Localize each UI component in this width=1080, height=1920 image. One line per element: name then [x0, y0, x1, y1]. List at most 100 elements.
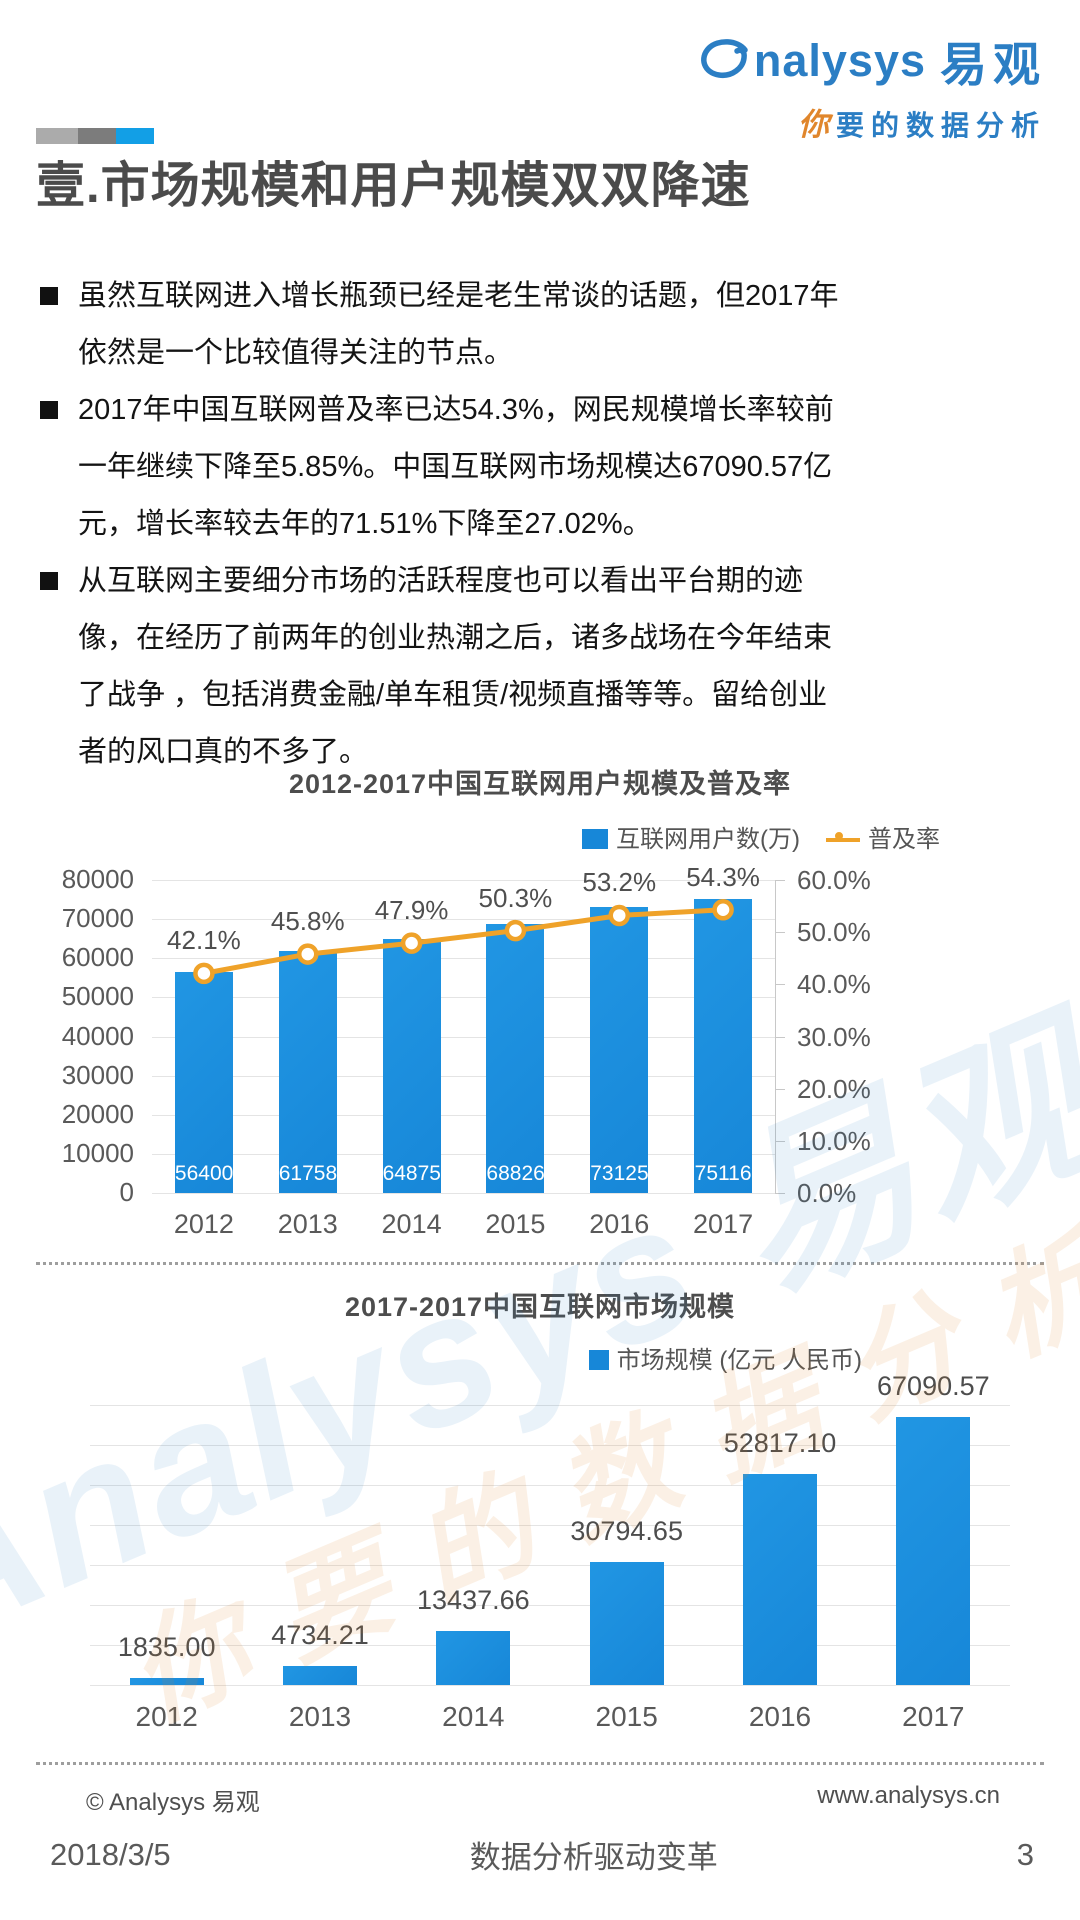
bar-swatch-icon	[582, 829, 609, 849]
gridline	[90, 1485, 1010, 1486]
x-axis-label: 2016	[748, 1701, 812, 1732]
y-axis-tick-label: 80000	[61, 864, 134, 894]
gridline	[90, 1445, 1010, 1446]
y-axis-tick-label: 60000	[61, 942, 134, 973]
bullet-text: 虽然互联网进入增长瓶颈已经是老生常谈的话题，但2017年依然是一个比较值得关注的…	[78, 280, 839, 369]
bar-2016: 73125	[590, 906, 649, 1193]
accent-segment-blue	[116, 128, 154, 144]
accent-segment-dark	[78, 128, 116, 144]
bar-swatch-icon	[588, 1350, 609, 1370]
bullet-item: 从互联网主要细分市场的活跃程度也可以看出平台期的迹像，在经历了前两年的创业热潮之…	[36, 553, 854, 781]
title-accent-bar	[36, 128, 154, 144]
penetration-label: 50.3%	[478, 882, 553, 913]
penetration-trend-line	[193, 898, 734, 985]
gridline	[152, 1193, 775, 1194]
y-axis-tick-label: 30000	[61, 1059, 134, 1090]
gridline	[90, 1525, 1010, 1526]
trend-point-marker	[504, 919, 527, 942]
bar-2012	[129, 1677, 204, 1685]
x-axis-label: 2012	[173, 1209, 234, 1239]
penetration-label: 54.3%	[686, 861, 760, 892]
accent-segment-light	[36, 128, 78, 144]
bar-2014	[436, 1631, 511, 1685]
gridline	[90, 1605, 1010, 1606]
chart2-plot-area: 1835.00 2012 4734.21 2013 13437.66 2014 30794.…	[90, 1371, 1010, 1732]
right-axis-tick	[775, 984, 785, 986]
gridline	[152, 1114, 775, 1116]
logo-tagline: 你要的数据分析	[698, 99, 1046, 144]
bar-value-label: 68826	[486, 1161, 545, 1185]
trend-point-marker	[400, 932, 423, 954]
slide-footer: 2018/3/5 数据分析驱动变革 3	[50, 1832, 1034, 1877]
copyright-row: © Analysys 易观 www.analysys.cn	[86, 1782, 1000, 1817]
footer-date: 2018/3/5	[50, 1836, 171, 1872]
bar-2014: 64875	[382, 939, 441, 1193]
bullet-item: 虽然互联网进入增长瓶颈已经是老生常谈的话题，但2017年依然是一个比较值得关注的…	[36, 268, 854, 382]
summary-bullets: 虽然互联网进入增长瓶颈已经是老生常谈的话题，但2017年依然是一个比较值得关注的…	[36, 268, 854, 781]
y-axis-tick-label: 50000	[61, 981, 134, 1012]
chart1-legend: 互联网用户数(万) 普及率	[0, 819, 1080, 854]
bar-2015	[589, 1561, 664, 1685]
right-axis-tick-label: 20.0%	[797, 1073, 871, 1104]
bar-2013	[283, 1666, 357, 1685]
y-axis-tick-label: 40000	[61, 1020, 134, 1051]
x-axis-label: 2015	[485, 1209, 546, 1239]
x-axis-label: 2012	[135, 1701, 198, 1732]
x-axis-label: 2013	[277, 1209, 338, 1239]
y-axis-tick-label: 0	[119, 1177, 134, 1207]
x-axis-label: 2016	[589, 1209, 650, 1239]
chart2-title: 2017-2017中国互联网市场规模	[344, 1292, 736, 1322]
trend-point-marker	[193, 962, 215, 985]
footer-page-number: 3	[1016, 1836, 1034, 1872]
bar-value-label: 30794.65	[570, 1515, 683, 1546]
trend-point-marker	[297, 943, 319, 965]
right-axis-tick	[775, 1140, 785, 1142]
chart-market-scale: 2017-2017中国互联网市场规模 市场规模 (亿元 人民币) 1835.00…	[0, 1285, 1080, 1732]
bar-2017	[896, 1416, 971, 1685]
bar-value-label: 61758	[278, 1161, 338, 1185]
tagline-rest: 要的数据分析	[835, 110, 1046, 141]
bar-value-label: 1835.00	[117, 1631, 216, 1662]
website-link[interactable]: www.analysys.cn	[817, 1782, 1000, 1809]
right-axis-tick	[775, 880, 785, 881]
bar-value-label: 4734.21	[271, 1620, 369, 1651]
right-axis-tick	[775, 1036, 785, 1038]
gridline	[152, 997, 775, 999]
x-axis-label: 2017	[693, 1209, 754, 1239]
right-axis-tick	[775, 1193, 785, 1194]
right-axis-tick-label: 50.0%	[797, 917, 871, 948]
chart1-title: 2012-2017中国互联网用户规模及普及率	[288, 769, 792, 799]
legend-label: 市场规模 (亿元 人民币)	[616, 1347, 862, 1374]
legend-item-penetration: 普及率	[826, 819, 940, 854]
chart1-plot-area: 80000 70000 60000 50000 40000 30000 20000 10000…	[62, 862, 871, 1239]
penetration-label: 42.1%	[167, 925, 241, 956]
right-axis-tick-label: 60.0%	[797, 865, 871, 895]
right-axis-tick-label: 30.0%	[797, 1021, 871, 1052]
page-title: 壹.市场规模和用户规模双双降速	[36, 159, 751, 213]
bullet-text: 从互联网主要细分市场的活跃程度也可以看出平台期的迹像，在经历了前两年的创业热潮之…	[78, 565, 833, 768]
y-axis-tick-label: 10000	[61, 1137, 134, 1168]
gridline	[152, 958, 775, 960]
gridline	[90, 1405, 1010, 1406]
bar-2012: 56400	[174, 972, 233, 1193]
bar-2015: 68826	[486, 923, 545, 1193]
bar-value-label: 52817.10	[723, 1427, 837, 1458]
y-axis-tick-label: 70000	[61, 903, 134, 934]
footer-divider	[36, 1762, 1044, 1765]
bullet-item: 2017年中国互联网普及率已达54.3%，网民规模增长率较前一年继续下降至5.8…	[36, 382, 854, 553]
logo-swoosh-icon	[698, 37, 754, 85]
trend-point-marker	[712, 898, 734, 921]
bar-value-label: 75116	[694, 1161, 752, 1185]
logo-brand-cn: 易观	[940, 38, 1046, 91]
chart2-legend: 市场规模 (亿元 人民币)	[0, 1340, 1080, 1375]
line-marker-icon	[826, 832, 860, 845]
copyright-text: © Analysys 易观	[86, 1789, 260, 1816]
gridline	[90, 1565, 1010, 1566]
penetration-label: 45.8%	[270, 906, 345, 937]
x-axis-label: 2017	[902, 1701, 965, 1732]
bar-2013: 61758	[278, 951, 338, 1193]
footer-slogan: 数据分析驱动变革	[469, 1840, 718, 1875]
legend-item-market: 市场规模 (亿元 人民币)	[588, 1340, 862, 1375]
logo-brand-en: nalysys	[753, 34, 926, 86]
